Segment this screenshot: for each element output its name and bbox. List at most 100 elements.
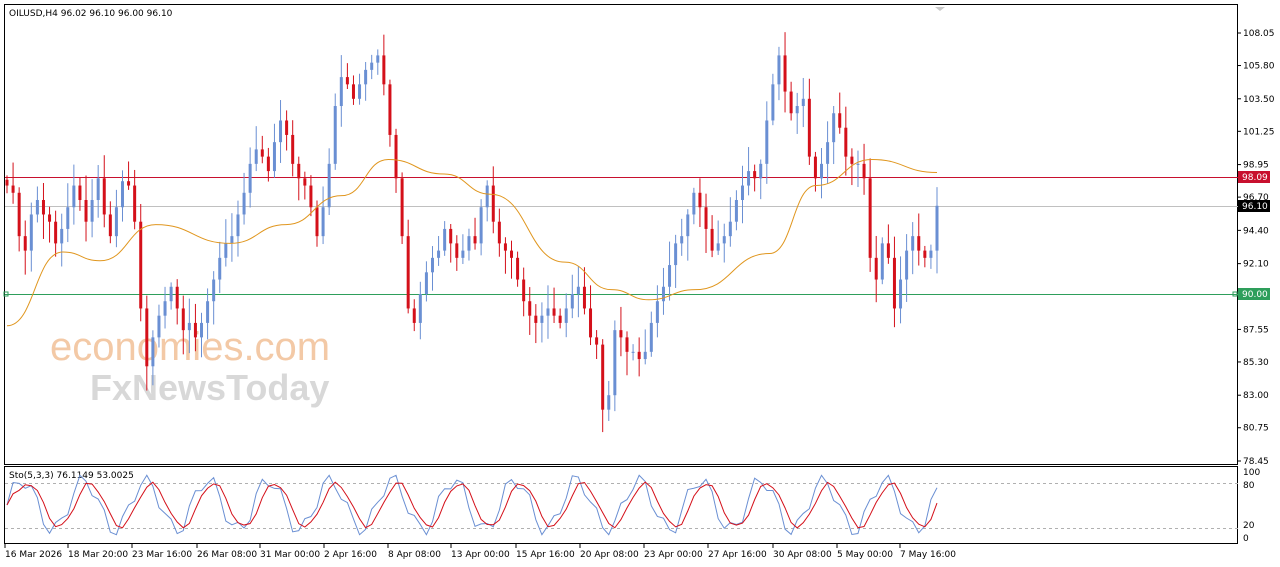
candle-body — [412, 308, 416, 323]
time-tick-label: 26 Mar 08:00 — [197, 550, 257, 560]
candle-body — [254, 149, 258, 164]
time-tick-label: 15 Apr 16:00 — [516, 550, 575, 560]
candle-body — [522, 279, 526, 302]
moving-average-line — [6, 159, 938, 327]
current-price-label: 96.10 — [1242, 202, 1268, 212]
candle-body — [552, 308, 556, 316]
candle-body — [455, 243, 459, 258]
candle-body — [582, 286, 586, 309]
candle-body — [333, 106, 337, 164]
candle-body — [339, 77, 343, 107]
candle-body — [826, 142, 830, 164]
time-tick-label: 16 Mar 2026 — [5, 550, 62, 560]
candle-body — [516, 257, 520, 280]
candle-body — [388, 84, 392, 135]
candle-body — [285, 120, 289, 135]
candle-body — [564, 308, 568, 323]
candle-body — [899, 279, 903, 309]
candle-body — [291, 134, 295, 164]
candle-body — [528, 301, 532, 316]
stoch-tick-label: 0 — [1243, 534, 1249, 544]
candle-body — [443, 228, 447, 251]
stoch-main-line — [6, 474, 938, 536]
resistance-price-label: 98.09 — [1242, 173, 1268, 183]
time-tick-label: 2 Apr 16:00 — [324, 550, 377, 560]
candle-body — [430, 257, 434, 273]
price-tick-label: 98.95 — [1243, 161, 1269, 171]
candle-body — [187, 322, 191, 331]
candle-body — [856, 163, 860, 165]
candle-body — [358, 84, 362, 99]
candle-body — [151, 337, 155, 367]
candle-body — [60, 228, 64, 244]
candle-body — [108, 214, 112, 237]
candle-body — [175, 286, 179, 309]
price-tick-label: 80.75 — [1243, 424, 1269, 434]
candle-body — [637, 351, 641, 360]
candle-body — [84, 200, 88, 222]
candle-body — [807, 98, 811, 157]
support-handle-right[interactable] — [1232, 291, 1238, 297]
candle-body — [728, 221, 732, 237]
candle-body — [625, 337, 629, 352]
candle-body — [23, 236, 27, 251]
candle-body — [649, 322, 653, 352]
candle-body — [78, 185, 82, 201]
price-tick-label: 92.10 — [1243, 260, 1269, 270]
time-tick-label: 13 Apr 00:00 — [451, 550, 510, 560]
candle-body — [631, 351, 635, 353]
stoch-title: Sto(5,3,3) 76.1149 53.0025 — [9, 471, 134, 481]
candle-body — [133, 185, 137, 222]
price-axis: 108.05 105.80 103.50 101.25 98.95 96.70 94.40 9… — [1238, 29, 1275, 467]
candle-body — [230, 236, 234, 244]
candle-body — [242, 192, 246, 215]
candle-body — [96, 178, 100, 201]
candle-body — [740, 185, 744, 201]
chart-shift-marker[interactable] — [935, 7, 945, 11]
candle-body — [193, 322, 197, 338]
candle-body — [868, 178, 872, 258]
candle-body — [200, 322, 204, 338]
candle-body — [892, 257, 896, 309]
candle-body — [595, 337, 599, 345]
candle-body — [206, 301, 210, 323]
candle-body — [716, 243, 720, 251]
candle-body — [35, 200, 39, 215]
candle-body — [449, 228, 453, 244]
candle-body — [905, 250, 909, 280]
current-price-tag — [1238, 200, 1270, 212]
candle-body — [540, 315, 544, 323]
candle-body — [394, 134, 398, 179]
candle-body — [929, 250, 933, 258]
stoch-tick-label: 20 — [1243, 521, 1255, 531]
candle-body — [437, 250, 441, 258]
candle-body — [734, 200, 738, 222]
candle-body — [145, 308, 149, 367]
support-handle-left[interactable] — [3, 291, 9, 297]
candle-body — [710, 228, 714, 251]
candle-body — [327, 163, 331, 208]
candle-body — [114, 207, 118, 237]
candle-body — [120, 181, 124, 208]
candle-body — [503, 243, 507, 251]
candle-body — [534, 315, 538, 323]
candle-body — [692, 192, 696, 215]
candle-body — [382, 55, 386, 85]
candle-body — [813, 156, 817, 179]
candle-body — [880, 243, 884, 280]
candle-body — [163, 301, 167, 316]
candle-body — [850, 156, 854, 164]
candle-body — [370, 62, 374, 70]
price-tick-label: 96.70 — [1243, 193, 1269, 203]
candle-body — [686, 214, 690, 237]
candle-body — [218, 257, 222, 280]
candle-body — [674, 243, 678, 266]
time-tick-label: 8 Apr 08:00 — [388, 550, 441, 560]
candle-body — [613, 330, 617, 396]
symbol-info: OILUSD,H4 96.02 96.10 96.00 96.10 — [9, 9, 173, 19]
candle-body — [491, 185, 495, 222]
candle-body — [248, 163, 252, 193]
price-tick-label: 83.00 — [1243, 391, 1269, 401]
candle-body — [698, 192, 702, 208]
